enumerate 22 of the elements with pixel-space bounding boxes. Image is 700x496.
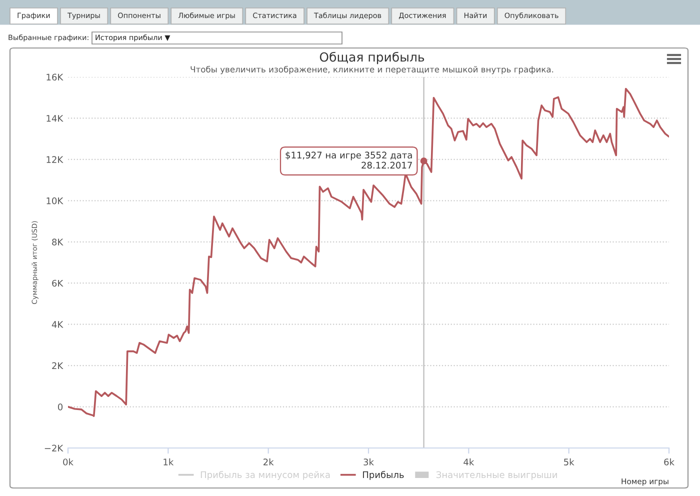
y-tick-label: 8K xyxy=(52,238,64,246)
y-tick-label: 6K xyxy=(52,280,64,287)
y-tick-label: −2K xyxy=(44,444,64,452)
x-tick-label: 5k xyxy=(564,458,574,466)
y-tick-label: 10K xyxy=(46,197,64,204)
x-tick-label: 0k xyxy=(63,458,74,466)
y-tick-label: 16K xyxy=(46,74,64,81)
y-tick-label: 14K xyxy=(46,115,64,122)
annotation: $11,927 на игре 3552 дата 28.12.2017 xyxy=(286,152,412,169)
chart-subtitle: Чтобы увеличить изображение, кликните и перетащите мышкой внутрь графика. xyxy=(190,66,554,74)
y-tick-label: 12K xyxy=(46,156,64,163)
x-tick-label: 6k xyxy=(664,458,674,466)
x-tick-label: 4k xyxy=(464,458,474,466)
y-tick-label: 0 xyxy=(58,404,63,410)
y-tick-label: 4K xyxy=(52,321,64,328)
legend-label: Прибыль xyxy=(363,470,404,480)
x-tick-label: 1k xyxy=(164,458,174,466)
chart-title: Общая прибыль xyxy=(320,52,424,64)
x-tick-label: 3k xyxy=(364,458,374,466)
x-tick-label: 2k xyxy=(264,458,274,466)
y-tick-label: 2K xyxy=(52,362,64,369)
line-series xyxy=(68,88,669,417)
